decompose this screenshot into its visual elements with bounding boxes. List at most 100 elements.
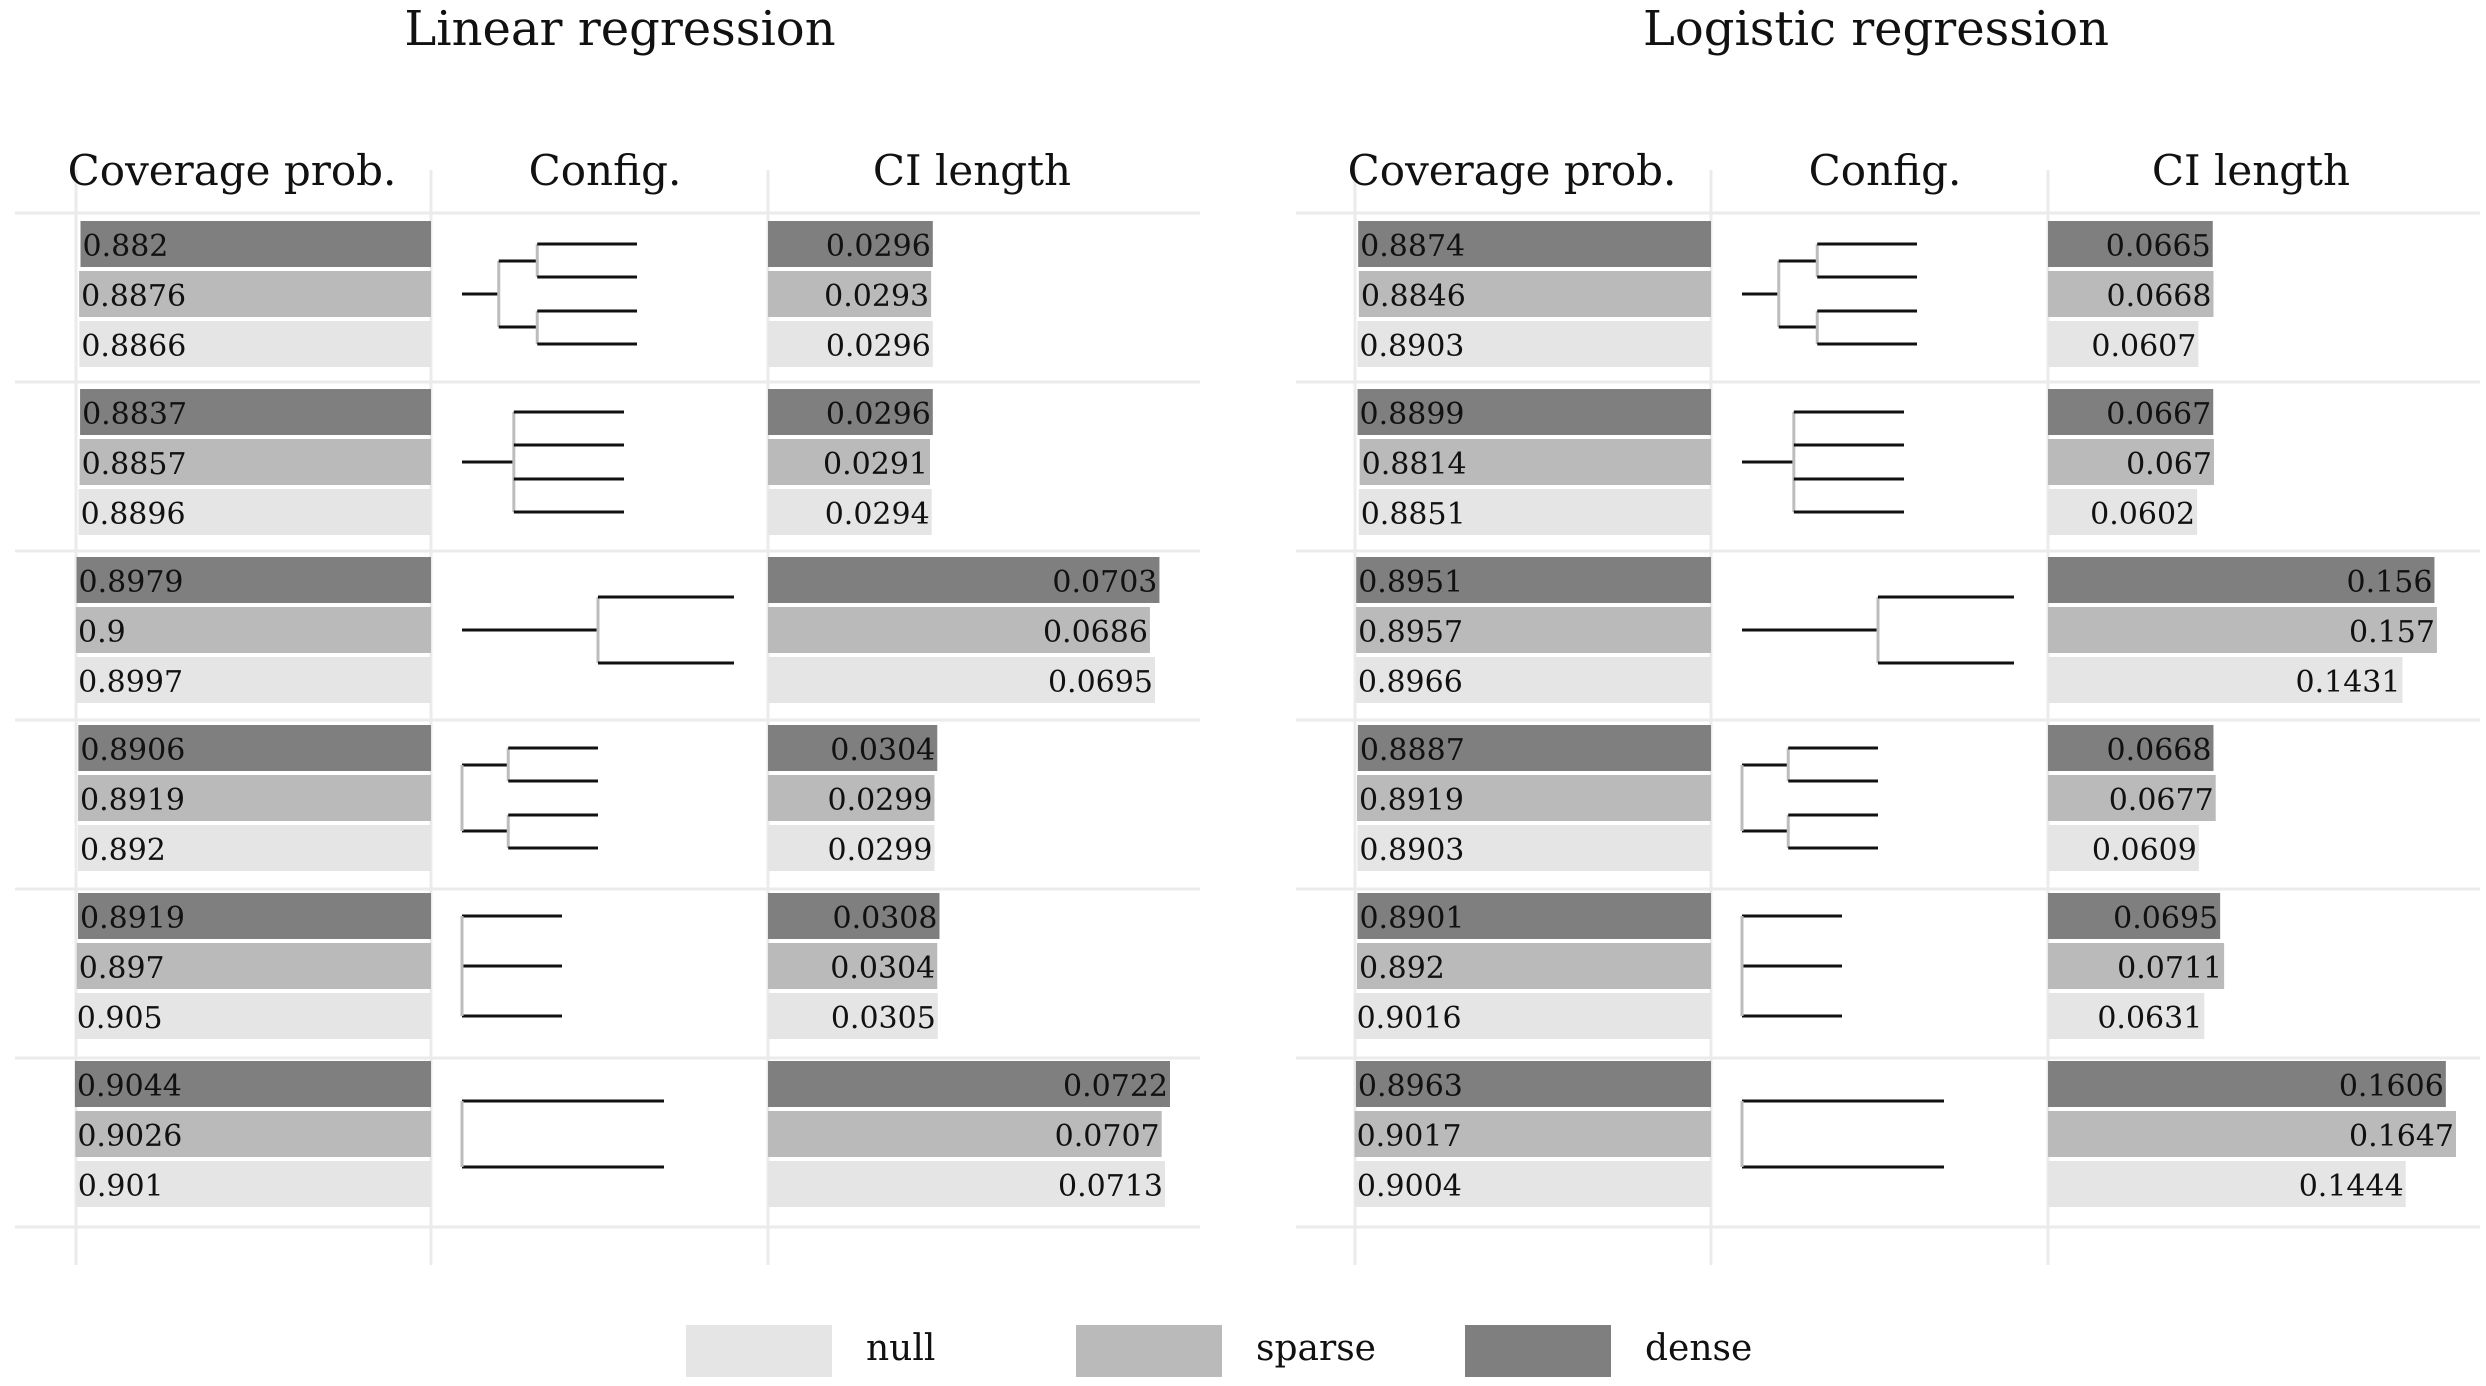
coverage-label: 0.892	[1359, 951, 1445, 986]
coverage-label: 0.8876	[81, 279, 186, 314]
ci-length-bar	[2048, 607, 2437, 653]
ci-length-bar	[768, 825, 935, 871]
ci-length-bar	[768, 657, 1155, 703]
ci-length-label: 0.1444	[2299, 1169, 2404, 1204]
coverage-label: 0.8903	[1359, 329, 1464, 364]
coverage-label: 0.897	[79, 951, 165, 986]
ci-length-bar	[768, 993, 938, 1039]
ci-length-label: 0.067	[2126, 447, 2212, 482]
coverage-label: 0.9026	[77, 1119, 182, 1154]
coverage-label: 0.8901	[1359, 901, 1464, 936]
ci-length-bar	[2048, 825, 2199, 871]
ci-length-bar	[768, 725, 938, 771]
ci-length-label: 0.0602	[2090, 497, 2195, 532]
ci-length-bar	[2048, 439, 2214, 485]
coverage-label: 0.882	[83, 229, 169, 264]
panel-1: Logistic regression Coverage prob. Config.…	[1296, 1, 2480, 1265]
ci-length-label: 0.0607	[2091, 329, 2196, 364]
coverage-bar	[76, 557, 432, 603]
coverage-label: 0.8957	[1358, 615, 1463, 650]
panels: Linear regression Coverage prob. Config. CI…	[15, 1, 2480, 1265]
coverage-label: 0.9017	[1357, 1119, 1462, 1154]
ci-length-label: 0.0609	[2092, 833, 2197, 868]
coverage-label: 0.892	[80, 833, 166, 868]
coverage-bar	[79, 321, 431, 367]
coverage-label: 0.9004	[1357, 1169, 1462, 1204]
ci-length-bar	[2048, 1161, 2406, 1207]
config-tree-binary-2	[462, 595, 734, 665]
ci-length-bar	[768, 893, 940, 939]
ci-length-label: 0.0299	[827, 833, 932, 868]
ci-length-label: 0.0665	[2106, 229, 2211, 264]
coverage-label: 0.8887	[1360, 733, 1465, 768]
column-header-ci-length: CI length	[873, 146, 1071, 195]
config-tree-separate-2	[460, 1099, 664, 1169]
ci-length-bar	[2048, 221, 2213, 267]
config-tree-separate-2	[1740, 1099, 1944, 1169]
coverage-label: 0.901	[78, 1169, 164, 1204]
ci-length-label: 0.0677	[2109, 783, 2214, 818]
panel-title: Linear regression	[404, 1, 835, 57]
column-header-coverage: Coverage prob.	[68, 146, 397, 195]
ci-length-label: 0.0304	[830, 951, 935, 986]
ci-length-label: 0.157	[2349, 615, 2435, 650]
config-tree-pairs-4	[460, 746, 598, 850]
coverage-bar	[1354, 1161, 1711, 1207]
ci-length-bar	[2048, 489, 2198, 535]
ci-length-bar	[2048, 1061, 2446, 1107]
ci-length-label: 0.0294	[825, 497, 930, 532]
coverage-label: 0.8837	[82, 397, 187, 432]
column-header-ci-length: CI length	[2152, 146, 2350, 195]
panel-title: Logistic regression	[1643, 1, 2109, 57]
coverage-bar	[76, 657, 431, 703]
config-tree-separate-3	[1740, 914, 1842, 1018]
legend: null sparse dense	[686, 1325, 1752, 1377]
coverage-bar	[1357, 321, 1711, 367]
coverage-bar	[78, 775, 432, 821]
coverage-label: 0.8903	[1359, 833, 1464, 868]
ci-length-bar	[2048, 321, 2199, 367]
coverage-label: 0.8906	[80, 733, 185, 768]
legend-swatch-sparse	[1076, 1325, 1222, 1377]
panel-0: Linear regression Coverage prob. Config. CI…	[15, 1, 1200, 1265]
coverage-label: 0.9	[78, 615, 126, 650]
coverage-label: 0.8814	[1362, 447, 1467, 482]
ci-length-bar	[2048, 943, 2225, 989]
coverage-label: 0.8966	[1358, 665, 1463, 700]
coverage-label: 0.905	[77, 1001, 163, 1036]
coverage-bar	[1357, 943, 1711, 989]
coverage-bar	[1356, 557, 1711, 603]
ci-length-bar	[2048, 271, 2214, 317]
legend-swatch-dense	[1465, 1325, 1611, 1377]
config-tree-binary-2	[1742, 595, 2014, 665]
coverage-label: 0.8997	[78, 665, 183, 700]
ci-length-label: 0.0299	[827, 783, 932, 818]
ci-length-bar	[768, 271, 932, 317]
coverage-label: 0.8963	[1358, 1069, 1463, 1104]
coverage-bar	[1359, 439, 1711, 485]
coverage-bar	[78, 893, 432, 939]
ci-length-label: 0.0668	[2106, 279, 2211, 314]
ci-length-label: 0.0308	[833, 901, 938, 936]
coverage-label: 0.9016	[1357, 1001, 1462, 1036]
ci-length-label: 0.0711	[2117, 951, 2222, 986]
ci-length-bar	[768, 221, 933, 267]
config-tree-binary-4	[1742, 242, 1917, 346]
coverage-bar	[1357, 389, 1711, 435]
coverage-label: 0.8866	[81, 329, 186, 364]
ci-length-label: 0.0695	[1048, 665, 1153, 700]
ci-length-label: 0.0293	[824, 279, 929, 314]
coverage-bar	[75, 1111, 431, 1157]
coverage-label: 0.8919	[1359, 783, 1464, 818]
coverage-bar	[1357, 893, 1711, 939]
ci-length-label: 0.0713	[1058, 1169, 1163, 1204]
config-tree-flat-4	[1742, 410, 1904, 514]
config-tree-pairs-4	[1740, 746, 1878, 850]
coverage-bar	[79, 271, 431, 317]
coverage-bar	[1357, 775, 1711, 821]
coverage-label: 0.8951	[1358, 565, 1463, 600]
ci-length-bar	[2048, 993, 2205, 1039]
coverage-bar	[1355, 1061, 1711, 1107]
coverage-bar	[78, 825, 431, 871]
